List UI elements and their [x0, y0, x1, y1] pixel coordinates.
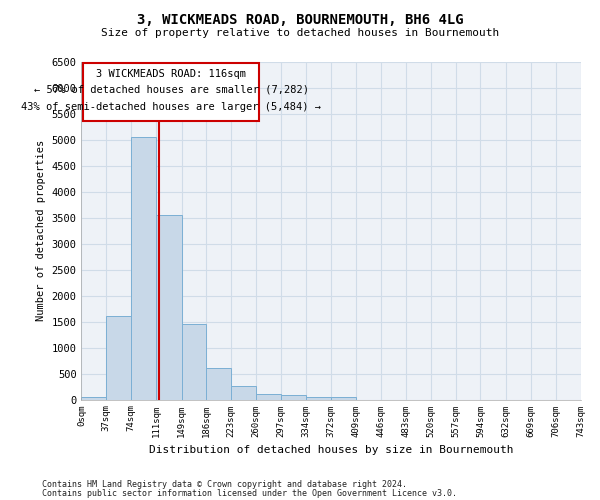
- Bar: [156, 215, 182, 400]
- X-axis label: Distribution of detached houses by size in Bournemouth: Distribution of detached houses by size …: [149, 445, 513, 455]
- Y-axis label: Number of detached properties: Number of detached properties: [36, 140, 46, 321]
- Bar: [131, 137, 156, 400]
- Text: ← 57% of detached houses are smaller (7,282): ← 57% of detached houses are smaller (7,…: [34, 85, 308, 95]
- Bar: [331, 397, 356, 400]
- Text: Contains HM Land Registry data © Crown copyright and database right 2024.: Contains HM Land Registry data © Crown c…: [42, 480, 407, 489]
- Bar: [182, 324, 206, 400]
- Bar: [281, 396, 306, 400]
- FancyBboxPatch shape: [83, 62, 259, 122]
- Text: Size of property relative to detached houses in Bournemouth: Size of property relative to detached ho…: [101, 28, 499, 38]
- Bar: [106, 316, 131, 400]
- Text: Contains public sector information licensed under the Open Government Licence v3: Contains public sector information licen…: [42, 488, 457, 498]
- Text: 43% of semi-detached houses are larger (5,484) →: 43% of semi-detached houses are larger (…: [21, 102, 321, 112]
- Bar: [306, 397, 331, 400]
- Text: 3 WICKMEADS ROAD: 116sqm: 3 WICKMEADS ROAD: 116sqm: [96, 69, 246, 79]
- Bar: [231, 386, 256, 400]
- Bar: [256, 394, 281, 400]
- Text: 3, WICKMEADS ROAD, BOURNEMOUTH, BH6 4LG: 3, WICKMEADS ROAD, BOURNEMOUTH, BH6 4LG: [137, 12, 463, 26]
- Bar: [206, 368, 231, 400]
- Bar: [82, 397, 106, 400]
